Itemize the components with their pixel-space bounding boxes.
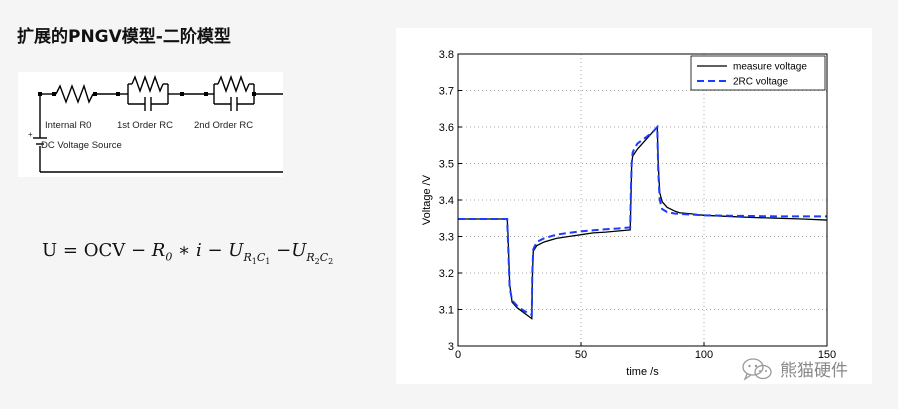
series-line-2: [458, 124, 827, 317]
formula-r1: R: [243, 250, 252, 264]
formula-r2: R: [306, 250, 315, 264]
formula-minus-1: −: [201, 240, 229, 261]
watermark: 熊猫硬件: [740, 356, 848, 381]
y-tick-label: 3.1: [439, 305, 454, 317]
formula-c2-sub: 2: [328, 256, 334, 266]
formula-mult: ∗: [172, 240, 196, 261]
formula-lhs: U = OCV −: [42, 240, 152, 261]
series-line-1: [458, 125, 828, 320]
wechat-icon: [742, 357, 772, 381]
formula-r0-sub: 0: [165, 250, 173, 264]
formula-r0: R: [151, 240, 166, 261]
formula-u2: U: [291, 240, 307, 261]
circuit-diagram: Internal R0 1st Order RC 2nd Order RC DC…: [18, 72, 283, 177]
resistor-r0: [55, 83, 94, 104]
label-1st-order-rc: 1st Order RC: [117, 120, 173, 131]
y-tick-label: 3: [448, 341, 454, 353]
label-plus: +: [28, 130, 33, 139]
resistor-r2: [217, 74, 250, 94]
formula-minus-2: −: [270, 240, 292, 261]
legend-label-2: 2RC voltage: [733, 77, 788, 88]
resistor-r1: [131, 74, 164, 94]
y-tick-label: 3.3: [439, 232, 454, 244]
plot-legend: measure voltage 2RC voltage: [690, 55, 826, 91]
formula-c2: C: [319, 250, 329, 264]
voltage-plot-panel: 0 50 100 150 3 3.1 3.2 3.3 3.4 3.5 3.6 3.7 3.8 time …: [396, 28, 872, 384]
voltage-plot: 0 50 100 150 3 3.1 3.2 3.3 3.4 3.5 3.6 3.7 3.8 time …: [421, 49, 836, 378]
y-tick-label: 3.2: [439, 268, 454, 280]
formula-u1: U: [228, 240, 244, 261]
x-tick-label: 50: [575, 349, 587, 361]
plot-series: [458, 124, 828, 320]
formula-i: i: [196, 240, 202, 261]
formula-c1: C: [256, 250, 266, 264]
label-internal-r0: Internal R0: [45, 120, 91, 131]
formula-c1-sub: 1: [265, 256, 271, 266]
y-tick-label: 3.5: [439, 159, 454, 171]
y-tick-label: 3.6: [439, 122, 454, 134]
legend-box: [690, 55, 826, 91]
plot-ticks: 0 50 100 150 3 3.1 3.2 3.3 3.4 3.5 3.6 3.7 3.8: [439, 49, 836, 361]
circuit-schematic: Internal R0 1st Order RC 2nd Order RC DC…: [28, 74, 283, 173]
y-tick-label: 3.4: [439, 195, 454, 207]
y-tick-label: 3.8: [439, 49, 454, 61]
formula-r2-sub: 2: [314, 256, 320, 266]
page-title: 扩展的PNGV模型-二阶模型: [17, 27, 231, 47]
formula-r1-sub: 1: [251, 256, 257, 266]
x-tick-label: 100: [695, 349, 713, 361]
pngv-formula: U = OCV − R0 ∗ i − UR1C1 −UR2C2: [42, 240, 333, 266]
x-axis-label: time /s: [626, 366, 659, 378]
label-2nd-order-rc: 2nd Order RC: [194, 120, 253, 131]
x-tick-label: 150: [818, 349, 836, 361]
x-tick-label: 0: [455, 349, 461, 361]
y-axis-label: Voltage /V: [421, 174, 433, 225]
y-tick-label: 3.7: [439, 86, 454, 98]
watermark-text: 熊猫硬件: [780, 361, 848, 381]
legend-label-1: measure voltage: [733, 62, 807, 73]
label-dc-voltage-source: DC Voltage Source: [41, 140, 122, 151]
